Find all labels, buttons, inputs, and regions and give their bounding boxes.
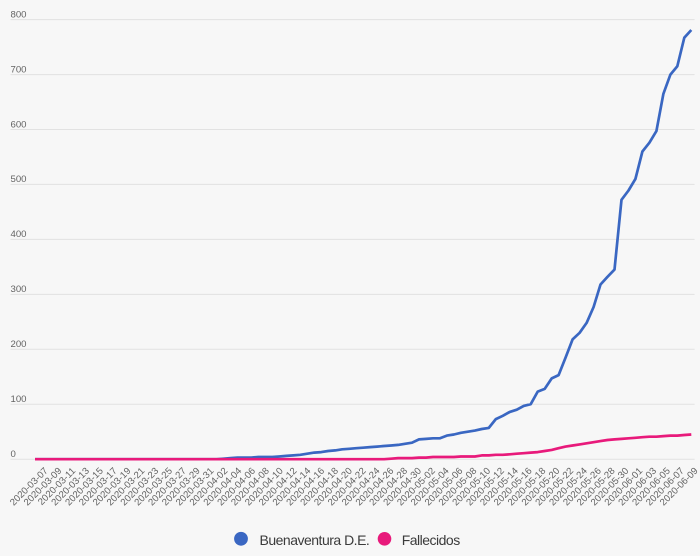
- svg-text:500: 500: [11, 174, 27, 185]
- svg-text:Buenaventura D.E.: Buenaventura D.E.: [260, 532, 370, 548]
- svg-text:Fallecidos: Fallecidos: [402, 532, 461, 548]
- svg-text:400: 400: [11, 229, 27, 240]
- svg-text:600: 600: [11, 119, 27, 130]
- svg-text:700: 700: [11, 64, 27, 75]
- svg-text:800: 800: [11, 9, 27, 20]
- svg-text:300: 300: [11, 284, 27, 295]
- svg-text:0: 0: [11, 449, 16, 460]
- svg-text:100: 100: [11, 394, 27, 405]
- svg-text:200: 200: [11, 339, 27, 350]
